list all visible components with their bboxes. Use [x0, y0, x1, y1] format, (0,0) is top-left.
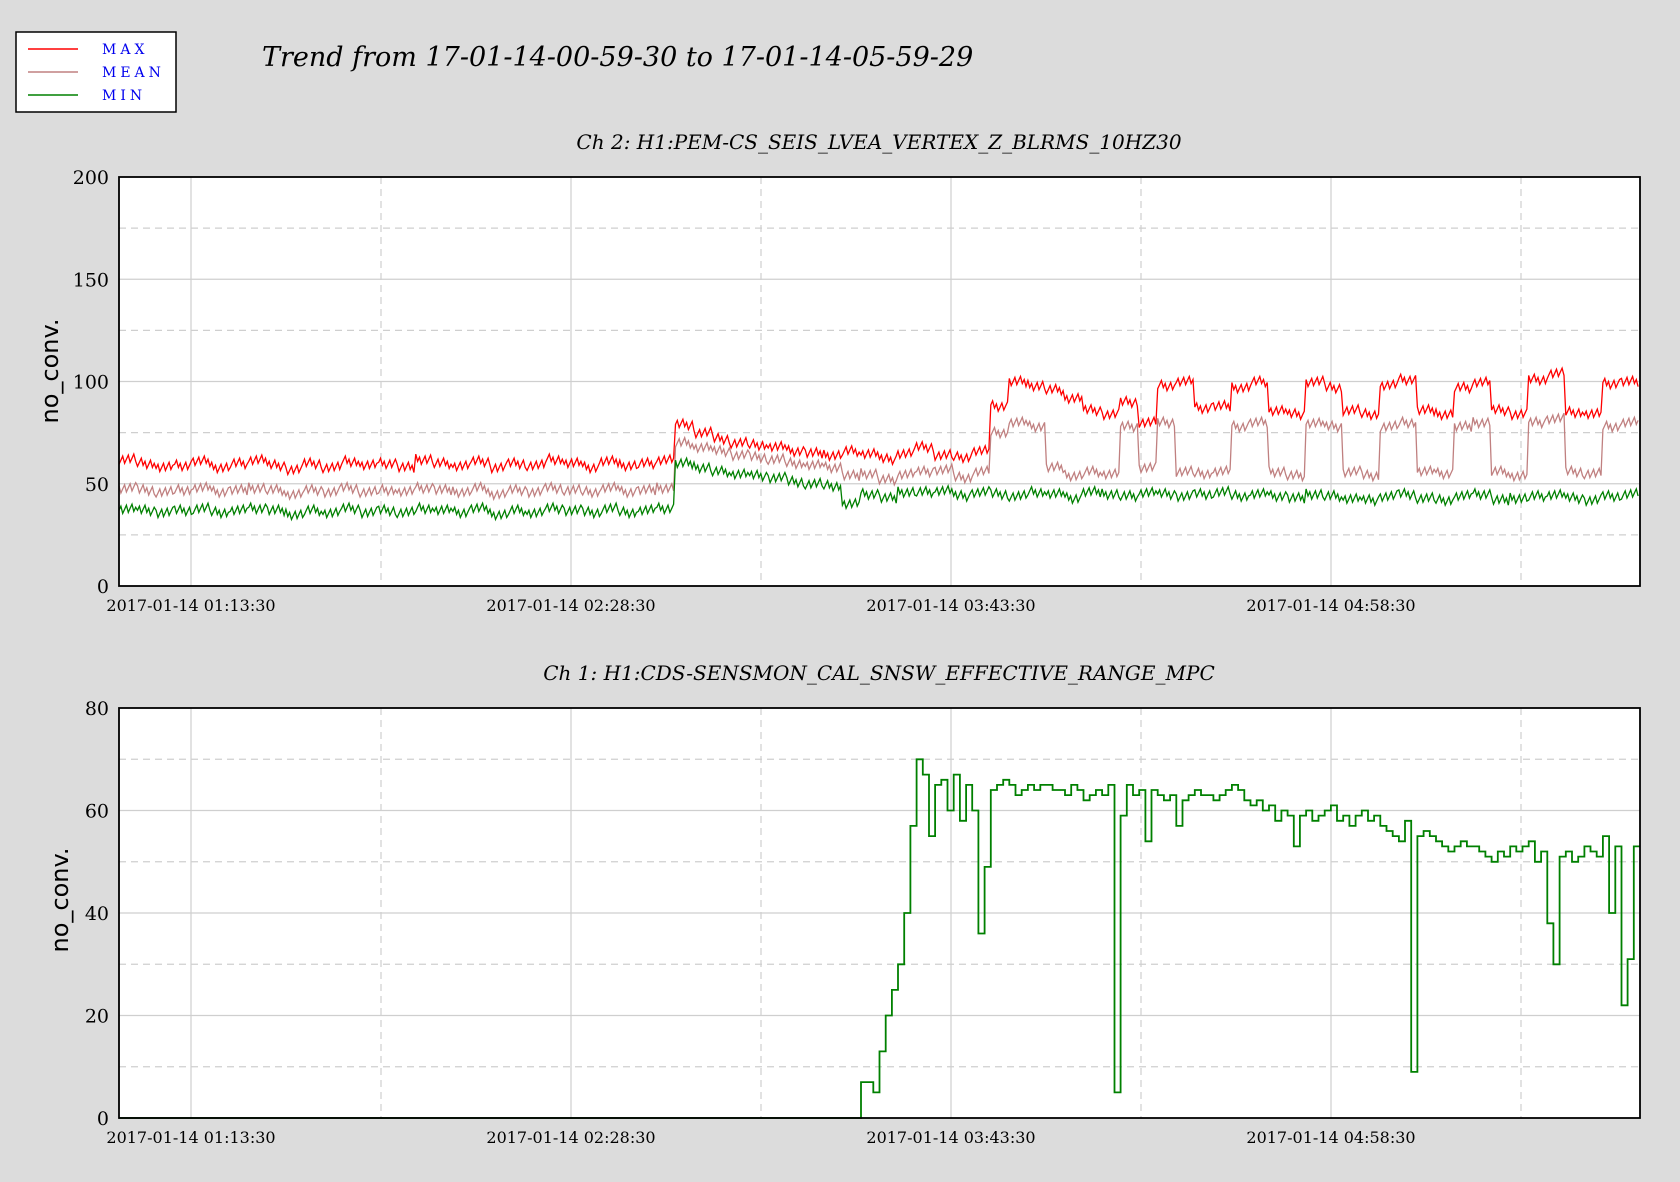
chart-ch1-xtick-label: 2017-01-14 02:28:30 — [486, 1128, 655, 1147]
chart-ch1-frame — [118, 707, 1641, 1119]
legend-label-min: MIN — [102, 88, 146, 104]
chart-ch1-xtick-label: 2017-01-14 03:43:30 — [866, 1128, 1035, 1147]
chart-ch2-ylabel: no_conv. — [36, 319, 64, 424]
chart-ch1-title: Ch 1: H1:CDS-SENSMON_CAL_SNSW_EFFECTIVE_… — [543, 661, 1215, 685]
chart-ch1-ytick-label: 40 — [85, 903, 109, 925]
legend: MAX MEAN MIN — [15, 31, 177, 113]
figure-title: Trend from 17-01-14-00-59-30 to 17-01-14… — [262, 42, 973, 73]
chart-ch1: Ch 1: H1:CDS-SENSMON_CAL_SNSW_EFFECTIVE_… — [46, 661, 1641, 1147]
chart-ch2-ytick-label: 200 — [73, 167, 109, 189]
chart-ch2: Ch 2: H1:PEM-CS_SEIS_LVEA_VERTEX_Z_BLRMS… — [36, 130, 1641, 615]
chart-ch1-ylabel: no_conv. — [46, 848, 74, 953]
chart-ch1-ytick-label: 80 — [85, 698, 109, 720]
legend-label-mean: MEAN — [102, 65, 165, 81]
chart-ch1-xtick-label: 2017-01-14 04:58:30 — [1246, 1128, 1415, 1147]
chart-ch2-xtick-label: 2017-01-14 02:28:30 — [486, 596, 655, 615]
chart-ch2-frame — [118, 176, 1641, 587]
chart-ch2-ytick-label: 50 — [85, 474, 109, 496]
chart-ch2-xtick-label: 2017-01-14 03:43:30 — [866, 596, 1035, 615]
chart-ch2-title: Ch 2: H1:PEM-CS_SEIS_LVEA_VERTEX_Z_BLRMS… — [576, 130, 1181, 154]
chart-ch1-ytick-label: 60 — [85, 801, 109, 823]
chart-ch2-series-max — [118, 366, 1639, 477]
chart-ch2-ytick-label: 100 — [73, 372, 109, 394]
chart-ch2-ytick-label: 150 — [73, 269, 109, 291]
chart-ch1-ytick-label: 20 — [85, 1006, 109, 1028]
chart-ch2-ytick-label: 0 — [97, 576, 109, 598]
chart-ch2-xtick-label: 2017-01-14 04:58:30 — [1246, 596, 1415, 615]
legend-label-max: MAX — [102, 42, 148, 58]
chart-ch2-xtick-label: 2017-01-14 01:13:30 — [106, 596, 275, 615]
chart-ch2-series-min — [118, 456, 1639, 522]
chart-ch2-series-mean — [118, 412, 1639, 502]
chart-ch1-xtick-label: 2017-01-14 01:13:30 — [106, 1128, 275, 1147]
chart-ch1-ytick-label: 0 — [97, 1108, 109, 1130]
